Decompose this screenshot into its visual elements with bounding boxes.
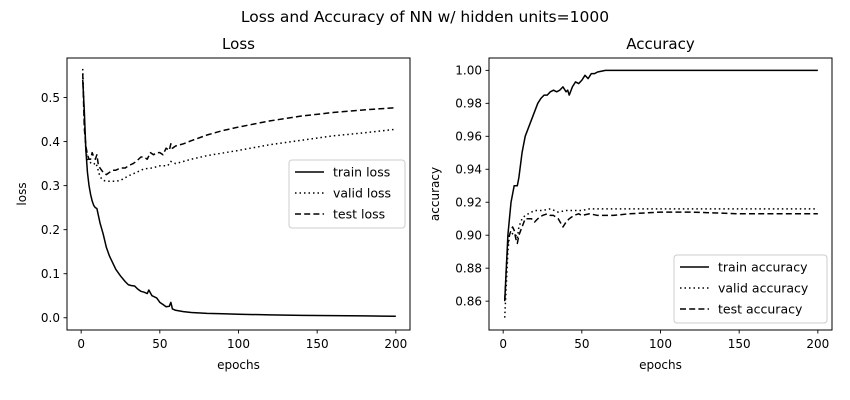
legend-label: test accuracy xyxy=(718,302,803,317)
series-line-test-loss xyxy=(81,73,396,176)
y-tick-label: 0.5 xyxy=(41,91,60,105)
y-tick-label: 0.92 xyxy=(455,196,482,210)
legend-label: valid accuracy xyxy=(718,281,809,296)
figure-suptitle: Loss and Accuracy of NN w/ hidden units=… xyxy=(241,8,609,26)
x-tick-label: 200 xyxy=(806,337,829,351)
x-tick-label: 150 xyxy=(306,337,329,351)
x-axis-label: epochs xyxy=(639,358,682,372)
legend-label: train loss xyxy=(333,165,390,180)
chart-panel-accuracy: Accuracy 0 50 100 150 200 0.86 0.88 0.90 0.92 0.94… xyxy=(428,35,833,372)
legend: train accuracy valid accuracy test accurac… xyxy=(673,254,828,324)
y-axis-label: loss xyxy=(15,182,29,205)
series-line-test-accuracy xyxy=(503,211,818,302)
legend-label: valid loss xyxy=(333,186,391,201)
series-line-valid-loss xyxy=(81,68,396,182)
y-tick-label: 0.2 xyxy=(41,223,60,237)
y-tick-label: 1.00 xyxy=(455,64,482,78)
x-tick-label: 0 xyxy=(77,337,85,351)
x-tick-label: 100 xyxy=(227,337,250,351)
series-line-train-loss xyxy=(81,79,396,317)
x-tick-label: 0 xyxy=(499,337,507,351)
x-tick-label: 200 xyxy=(384,337,407,351)
series-line-train-accuracy xyxy=(503,69,818,302)
y-tick-label: 0.86 xyxy=(455,294,482,308)
y-tick-label: 0.4 xyxy=(41,135,60,149)
y-tick-label: 0.96 xyxy=(455,130,482,144)
y-tick-label: 0.0 xyxy=(41,311,60,325)
x-tick-label: 100 xyxy=(649,337,672,351)
legend-label: test loss xyxy=(333,207,385,222)
y-tick-label: 0.90 xyxy=(455,229,482,243)
legend: train loss valid loss test loss xyxy=(288,159,406,229)
y-tick-label: 0.1 xyxy=(41,267,60,281)
y-tick-label: 0.3 xyxy=(41,179,60,193)
chart-panel-loss: Loss 0 50 100 150 200 0.0 0.1 0.2 0.3 0.4 0.5 epochs… xyxy=(15,35,411,372)
chart-title: Loss xyxy=(222,35,255,53)
legend-box xyxy=(673,254,828,324)
x-tick-label: 50 xyxy=(152,337,167,351)
y-axis-label: accuracy xyxy=(428,167,442,221)
chart-title: Accuracy xyxy=(626,35,695,53)
x-tick-label: 150 xyxy=(728,337,751,351)
legend-box xyxy=(288,159,406,229)
x-tick-label: 50 xyxy=(574,337,589,351)
y-tick-label: 0.98 xyxy=(455,97,482,111)
legend-label: train accuracy xyxy=(718,260,808,275)
x-axis-label: epochs xyxy=(217,358,260,372)
y-tick-label: 0.94 xyxy=(455,163,482,177)
y-tick-label: 0.88 xyxy=(455,261,482,275)
series-line-valid-accuracy xyxy=(503,208,818,318)
